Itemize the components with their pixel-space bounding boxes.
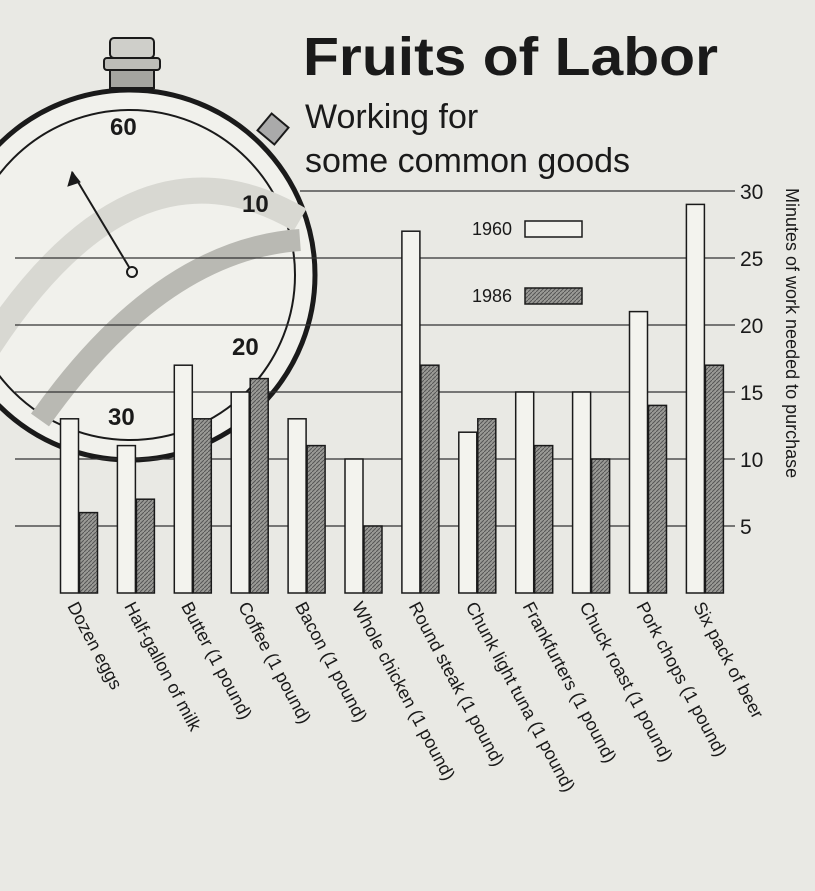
- bar: [459, 432, 477, 593]
- y-tick-label: 10: [740, 449, 763, 472]
- bar: [136, 499, 154, 593]
- chart: 60 10 20 30 Fruits of Labor Working for …: [0, 0, 815, 891]
- bar: [174, 365, 192, 593]
- bar: [478, 419, 496, 593]
- chart-title: Fruits of Labor: [303, 27, 718, 87]
- legend-swatch: [525, 288, 582, 304]
- dial-label: 30: [108, 404, 135, 431]
- bar: [705, 365, 723, 593]
- dial-label: 60: [110, 114, 137, 141]
- chart-subtitle: Working for: [305, 98, 478, 136]
- chart-subtitle: some common goods: [305, 142, 630, 180]
- bar: [345, 459, 363, 593]
- y-tick-label: 20: [740, 315, 763, 338]
- bar: [61, 419, 79, 593]
- bar: [288, 419, 306, 593]
- bar: [630, 312, 648, 593]
- y-axis-title: Minutes of work needed to purchase: [782, 188, 802, 478]
- legend-label: 1960: [472, 219, 512, 239]
- bar: [573, 392, 591, 593]
- y-tick-label: 30: [740, 181, 763, 204]
- legend-swatch: [525, 221, 582, 237]
- bar: [250, 379, 268, 593]
- bar: [117, 446, 135, 593]
- bar: [364, 526, 382, 593]
- legend-label: 1986: [472, 286, 512, 306]
- bar: [80, 513, 98, 593]
- bar: [193, 419, 211, 593]
- bar: [649, 405, 667, 593]
- dial-label: 20: [232, 334, 259, 361]
- bar: [686, 204, 704, 593]
- bar: [421, 365, 439, 593]
- bar: [535, 446, 553, 593]
- bar: [231, 392, 249, 593]
- dial-label: 10: [242, 191, 269, 218]
- bar: [307, 446, 325, 593]
- bar: [516, 392, 534, 593]
- bar: [402, 231, 420, 593]
- y-tick-label: 25: [740, 248, 763, 271]
- bar: [592, 459, 610, 593]
- y-tick-label: 15: [740, 382, 763, 405]
- y-tick-label: 5: [740, 516, 752, 539]
- page: 60 10 20 30 Fruits of Labor Working for …: [0, 0, 815, 891]
